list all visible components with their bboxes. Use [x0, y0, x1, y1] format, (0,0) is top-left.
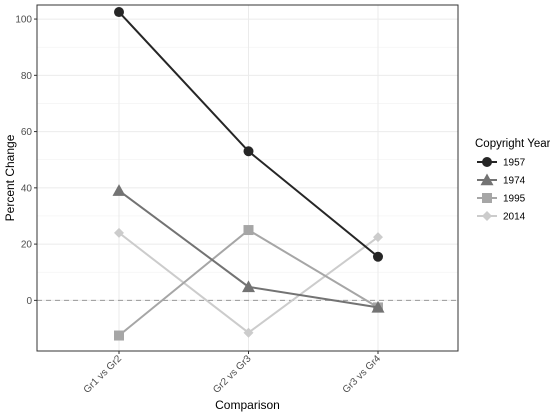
legend-title: Copyright Year [475, 138, 550, 150]
y-tick-label: 40 [21, 183, 33, 194]
series-1957 [114, 7, 383, 262]
panel-border [36, 4, 459, 352]
legend-item-1957: 1957 [477, 157, 526, 169]
data-point-1957 [114, 7, 124, 18]
data-point-2014 [373, 232, 383, 243]
legend-item-1995: 1995 [477, 193, 526, 205]
legend-item-1974: 1974 [477, 173, 526, 187]
y-tick-label: 100 [15, 15, 32, 26]
x-tick-label: Gr3 vs Gr4 [341, 353, 384, 396]
legend-key-marker [482, 157, 492, 167]
data-point-2014 [114, 227, 124, 238]
data-point-1974 [242, 280, 255, 293]
series-1974 [112, 184, 385, 313]
legend-label: 1995 [503, 194, 526, 205]
series-2014 [114, 227, 383, 338]
legend-key-marker [480, 173, 494, 186]
x-tick-label: Gr2 vs Gr3 [211, 353, 254, 396]
x-axis-ticks: Gr1 vs Gr2 Gr2 vs Gr3 Gr3 vs Gr4 [82, 351, 384, 396]
legend-label: 1974 [503, 176, 526, 187]
series-layer [112, 7, 385, 341]
legend-key-marker [482, 193, 492, 203]
legend: Copyright Year 1957 1974 1995 2014 [475, 138, 550, 223]
data-point-1995 [114, 330, 124, 341]
legend-item-2014: 2014 [477, 211, 526, 223]
y-tick-label: 20 [21, 240, 33, 251]
panel-background [37, 5, 458, 351]
x-axis-title: Comparison [215, 398, 280, 412]
data-point-1957 [373, 251, 383, 262]
data-point-1974 [112, 184, 126, 196]
y-tick-label: 60 [21, 127, 33, 138]
y-tick-label: 0 [26, 296, 32, 307]
legend-label: 2014 [503, 212, 526, 223]
y-axis-title: Percent Change [3, 134, 17, 221]
y-axis-ticks: 0 20 40 60 80 100 [15, 15, 37, 307]
data-point-2014 [243, 327, 254, 338]
y-tick-label: 80 [21, 71, 33, 82]
x-tick-label: Gr1 vs Gr2 [82, 353, 125, 396]
data-point-1957 [243, 146, 254, 157]
data-point-1995 [243, 225, 254, 236]
data-point-1974 [371, 300, 385, 313]
legend-label: 1957 [503, 158, 526, 169]
legend-key-marker [482, 211, 492, 221]
